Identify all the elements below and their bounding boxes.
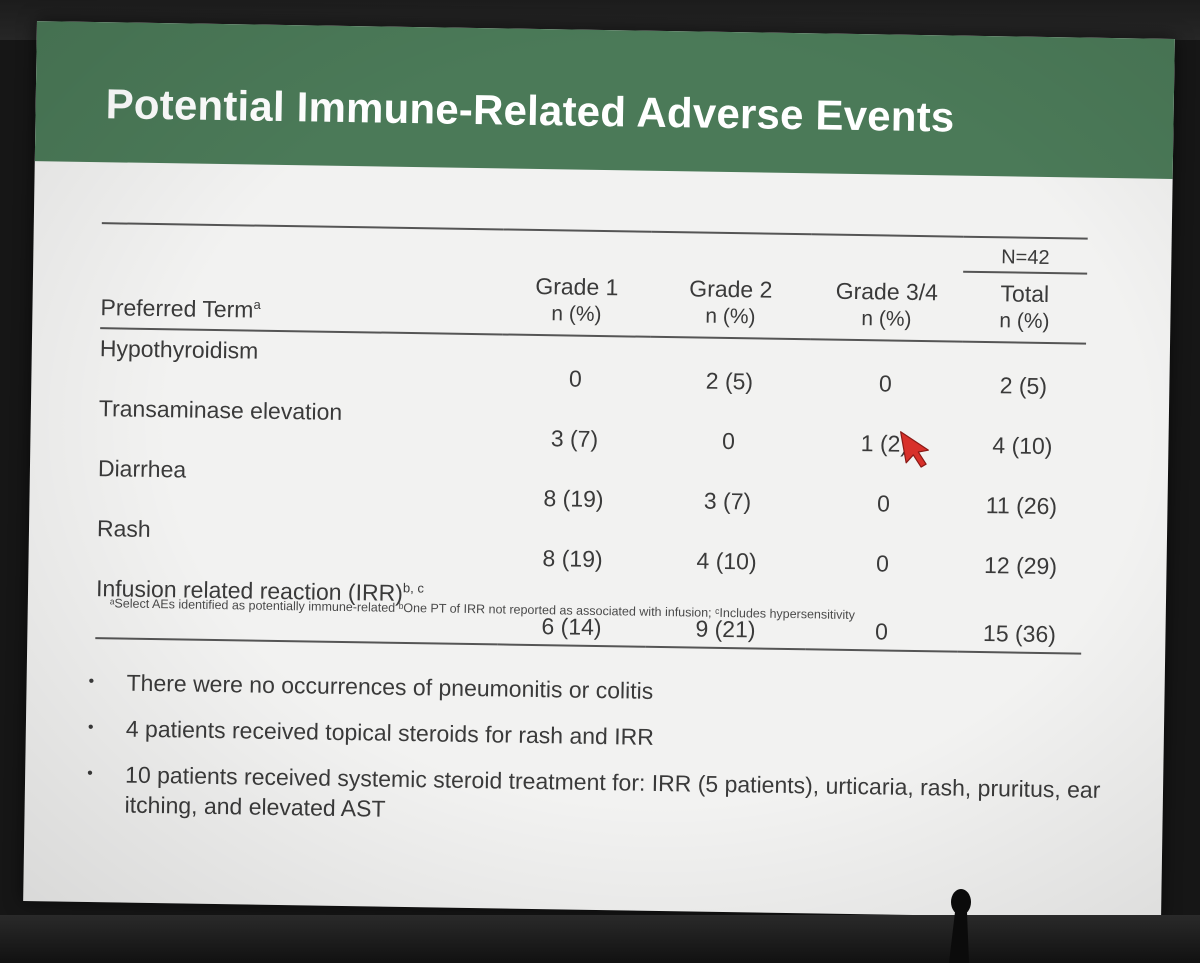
bullet-item: • 4 patients received topical steroids fo… (86, 713, 1106, 759)
bullet-dot: • (87, 719, 94, 737)
grade-1-cell: 8 (19) (543, 485, 604, 513)
bullet-list: • There were no occurrences of pneumoniti… (84, 667, 1107, 851)
term-cell: Hypothyroidism (99, 335, 259, 364)
total-cell: 2 (5) (999, 372, 1048, 400)
term-superscript: b, c (402, 580, 425, 596)
room-background-bottom (0, 915, 1200, 963)
grade-2-cell: 4 (10) (696, 547, 757, 575)
total-cell: 11 (26) (985, 492, 1058, 520)
total-cell: 15 (36) (957, 582, 1083, 654)
n-total-label: N=42 (1001, 246, 1050, 270)
audience-silhouette (949, 889, 971, 963)
grade-2-cell: 3 (7) (703, 487, 752, 515)
total-cell: 4 (10) (992, 432, 1053, 460)
grade-3-4-cell: 0 (875, 550, 890, 577)
bullet-dot: • (88, 673, 95, 691)
header-grade-3-4: Grade 3/4 n (%) (810, 270, 964, 342)
total-cell: 12 (29) (983, 552, 1058, 580)
bullet-item: • 10 patients received systemic steroid t… (84, 759, 1105, 835)
bullet-item: • There were no occurrences of pneumoniti… (86, 667, 1106, 713)
header-preferred-term: Preferred Terma (100, 259, 504, 335)
header-total: Total n (%) (962, 272, 1088, 344)
projected-slide: Potential Immune-Related Adverse Events … (23, 21, 1175, 919)
grade-3-4-cell: 0 (878, 370, 892, 397)
term-cell: Rash (96, 515, 151, 542)
grade-2-cell: 0 (721, 427, 736, 455)
bullet-dot: • (87, 764, 93, 783)
grade-2-cell: 2 (5) (705, 367, 754, 395)
term-cell: Diarrhea (97, 455, 187, 483)
grade-1-cell: 3 (7) (550, 425, 599, 452)
grade-1-cell: 0 (568, 365, 583, 392)
red-arrow-pointer-icon (900, 431, 929, 468)
grade-1-cell: 8 (19) (542, 545, 603, 573)
term-cell: Transaminase elevation (98, 395, 343, 425)
